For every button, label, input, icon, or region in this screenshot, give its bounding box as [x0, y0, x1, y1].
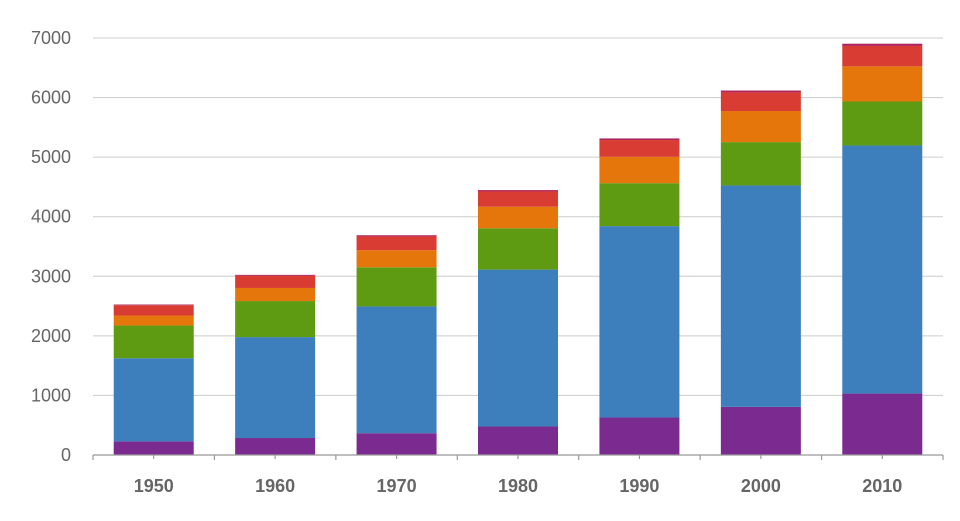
bar-segment: [478, 228, 558, 270]
bar-segment: [478, 191, 558, 207]
bar-segment: [113, 358, 194, 442]
y-tick-label: 6000: [31, 88, 71, 108]
x-tick-label: 1980: [498, 476, 538, 496]
x-tick-label: 2000: [741, 476, 781, 496]
x-tick-label: 2010: [862, 476, 902, 496]
bar-segment: [599, 183, 680, 227]
y-axis-tick-labels: 0 1000 2000 3000 4000 5000 6000 7000: [31, 28, 71, 465]
y-tick-label: 7000: [31, 28, 71, 48]
x-tick-label: 1970: [377, 476, 417, 496]
bar-segment: [720, 90, 801, 93]
y-tick-label: 0: [61, 445, 71, 465]
bar-segment: [356, 306, 437, 434]
bar-segment: [478, 426, 558, 455]
bar-segment: [113, 315, 194, 326]
bar-segment: [235, 438, 316, 455]
bar-segment: [235, 275, 316, 288]
x-tick-label: 1960: [255, 476, 295, 496]
bar-segment: [478, 190, 558, 192]
bar-segment: [235, 301, 316, 338]
x-axis: 1950 1960 1970 1980 1990 2000 2010: [92, 454, 944, 496]
y-tick-label: 1000: [31, 385, 71, 405]
bar-segment: [356, 236, 437, 251]
bar-segment: [478, 269, 558, 427]
bar-segment: [113, 304, 194, 306]
bar-segment: [720, 92, 801, 112]
bar-segment: [842, 145, 923, 394]
bar-segment: [235, 274, 316, 276]
y-tick-label: 4000: [31, 207, 71, 227]
bar-segment: [842, 101, 923, 146]
bar-segment: [842, 66, 923, 102]
y-tick-label: 3000: [31, 266, 71, 286]
bars: [113, 43, 923, 455]
bar-segment: [720, 406, 801, 455]
x-tick-label: 1990: [619, 476, 659, 496]
bar-segment: [720, 142, 801, 186]
x-tick-label: 1950: [134, 476, 174, 496]
bar-segment: [720, 111, 801, 143]
bar-segment: [235, 287, 316, 302]
y-tick-label: 5000: [31, 147, 71, 167]
bar-segment: [356, 267, 437, 307]
bar-segment: [599, 138, 680, 141]
bar-segment: [356, 235, 437, 237]
bar-segment: [842, 43, 923, 46]
bar-segment: [356, 250, 437, 268]
bar-segment: [842, 393, 923, 455]
bar-segment: [235, 337, 316, 439]
bar-segment: [842, 45, 923, 67]
bar-segment: [113, 305, 194, 316]
bar-segment: [113, 441, 194, 455]
bar-segment: [113, 325, 194, 359]
bar-segment: [720, 185, 801, 407]
bar-segment: [478, 206, 558, 229]
bar-segment: [356, 433, 437, 455]
bar-segment: [599, 156, 680, 184]
bar-segment: [599, 226, 680, 418]
y-tick-label: 2000: [31, 326, 71, 346]
bar-segment: [599, 140, 680, 157]
bar-segment: [599, 417, 680, 455]
